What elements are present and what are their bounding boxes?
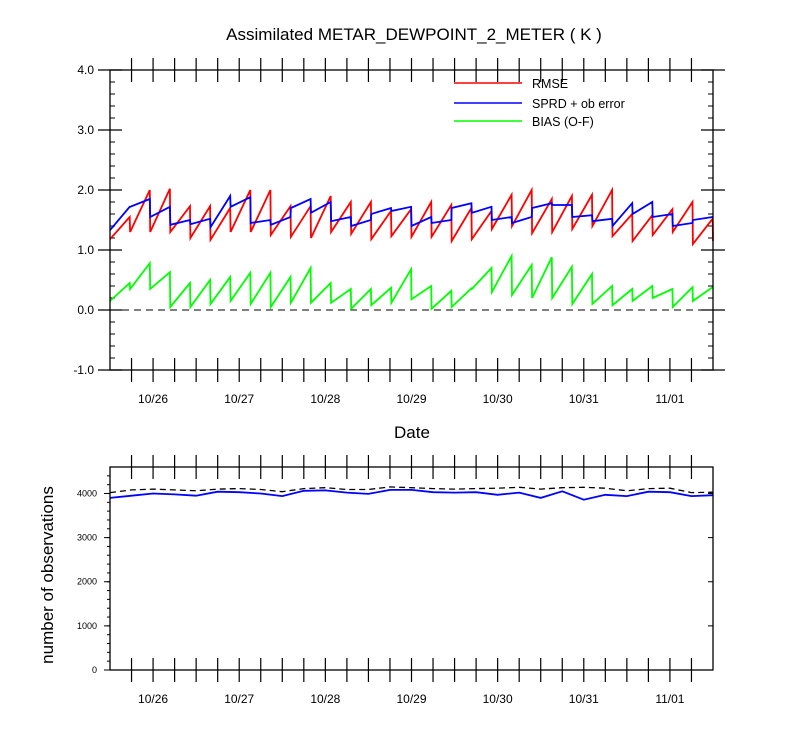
xtick-label: 11/01 <box>655 692 684 706</box>
series-line-rmse <box>109 186 714 247</box>
bottom-plot-frame <box>109 466 714 671</box>
legend-label-rmse: RMSE <box>532 77 568 91</box>
bottom-series <box>109 486 714 501</box>
ytick-label: 4000 <box>77 488 97 498</box>
ytick-label: 3.0 <box>77 123 94 137</box>
ytick-label: 1.0 <box>77 243 94 257</box>
top-series <box>109 186 714 311</box>
observations-assimilated-line <box>109 488 714 501</box>
y-axis-title-observations: number of observations <box>38 486 57 664</box>
ytick-label: -1.0 <box>73 363 94 377</box>
ytick-label: 2.0 <box>77 183 94 197</box>
legend-label-sprd: SPRD + ob error <box>532 97 625 111</box>
top-plot: -1.0 0.0 1.0 2.0 3.0 4.0 10/26 10/27 10/28 10/29… <box>73 58 725 442</box>
ytick-label: 0 <box>92 665 97 675</box>
chart-title: Assimilated METAR_DEWPOINT_2_METER ( K ) <box>226 25 602 44</box>
ytick-label: 1000 <box>77 621 97 631</box>
xtick-label: 10/28 <box>310 392 340 406</box>
xtick-label: 11/01 <box>655 392 684 406</box>
bottom-plot: 0 1000 2000 3000 4000 10/26 10/27 10/28 10/29 10… <box>38 455 714 706</box>
xtick-label: 10/30 <box>483 392 513 406</box>
xtick-label: 10/28 <box>310 692 340 706</box>
ytick-label: 0.0 <box>77 303 94 317</box>
x-axis-title: Date <box>394 423 430 442</box>
observations-possible-line <box>109 486 714 494</box>
xtick-label: 10/27 <box>224 692 254 706</box>
xtick-label: 10/29 <box>396 392 426 406</box>
xtick-label: 10/31 <box>569 392 599 406</box>
xtick-label: 10/26 <box>138 692 168 706</box>
ytick-label: 2000 <box>77 577 97 587</box>
series-line-bias-o-f- <box>109 252 714 311</box>
top-plot-frame <box>109 69 714 371</box>
xtick-label: 10/31 <box>569 692 599 706</box>
xtick-label: 10/27 <box>224 392 254 406</box>
bottom-yticks: 0 1000 2000 3000 4000 <box>77 475 713 675</box>
legend-label-bias: BIAS (O-F) <box>532 115 594 129</box>
xtick-label: 10/29 <box>396 692 426 706</box>
ytick-label: 3000 <box>77 533 97 543</box>
series-line-sprd-ob-error <box>109 193 713 231</box>
xtick-label: 10/30 <box>483 692 513 706</box>
legend: RMSE SPRD + ob error BIAS (O-F) <box>454 77 625 129</box>
xtick-label: 10/26 <box>138 392 168 406</box>
ytick-label: 4.0 <box>77 63 94 77</box>
